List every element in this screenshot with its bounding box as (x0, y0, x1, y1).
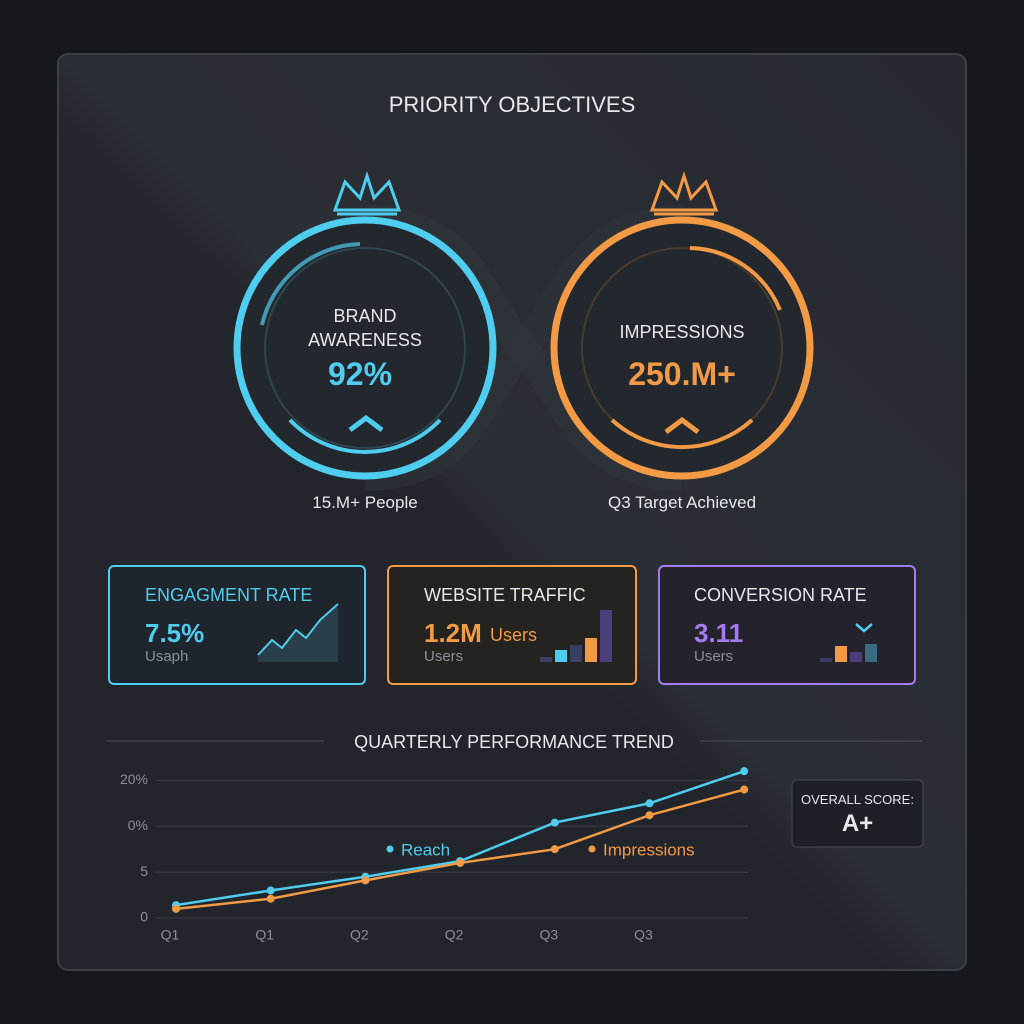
gauge-chevron (664, 416, 700, 434)
data-point (740, 785, 749, 794)
y-tick-label: 0 (140, 909, 148, 925)
mini-bars (540, 610, 877, 662)
sparkline-area (258, 606, 338, 662)
data-point (456, 858, 465, 867)
x-tick-label: Q3 (539, 927, 558, 943)
x-tick-label: Q3 (634, 927, 653, 943)
score-value: A+ (841, 810, 874, 837)
data-point (645, 799, 654, 808)
gauge-value: 92% (328, 356, 393, 392)
card-unit: Users (490, 625, 538, 645)
gauge-ring (233, 216, 497, 480)
crown-icon (649, 171, 719, 216)
card-sub: Usaph (145, 648, 189, 665)
card-value: 7.5% (145, 618, 205, 648)
card-title: WEBSITE TRAFFIC (424, 585, 586, 605)
gauge-label: BRAND AWARENESS (308, 306, 422, 350)
gauge-arc (260, 242, 361, 326)
data-point (740, 767, 749, 776)
card-title: ENGAGMENT RATE (145, 585, 313, 605)
gauge-value: 250.M+ (628, 356, 736, 392)
data-point (550, 818, 559, 827)
gauge-arc (610, 418, 754, 450)
gauge-chevron (348, 414, 384, 432)
gauge-arc (288, 418, 442, 454)
x-tick-label: Q1 (255, 927, 274, 943)
data-point (361, 876, 370, 885)
data-point (645, 811, 654, 820)
card-value: 3.11 (694, 618, 744, 648)
data-point (266, 886, 275, 895)
sparkline (257, 603, 339, 656)
data-point (172, 904, 180, 913)
page-title: PRIORITY OBJECTIVES (388, 92, 636, 117)
legend-marker (588, 845, 596, 853)
card-title: CONVERSION RATE (694, 585, 867, 605)
legend-marker (386, 845, 394, 853)
y-tick-label: 20% (120, 771, 148, 787)
x-tick-label: Q2 (350, 927, 369, 943)
trend-icon (855, 623, 873, 633)
gauge-caption: 15.M+ People (312, 493, 418, 512)
score-label: OVERALL SCORE: (801, 792, 914, 807)
data-point (550, 845, 559, 854)
crown-icon (332, 171, 402, 216)
gauge-inner (264, 247, 466, 449)
gauge-ring (550, 216, 814, 480)
legend-label: Impressions (603, 840, 695, 859)
gauge-arc (689, 246, 782, 311)
data-point (266, 894, 275, 903)
score-box (791, 779, 924, 848)
gauge-caption: Q3 Target Achieved (607, 493, 757, 512)
gauge-label: IMPRESSIONS (619, 322, 745, 342)
card-value: 1.2M (424, 618, 482, 648)
x-tick-label: Q1 (161, 927, 180, 943)
x-tick-label: Q2 (445, 927, 464, 943)
legend-label: Reach (401, 840, 450, 859)
chart-title: QUARTERLY PERFORMANCE TREND (354, 732, 674, 752)
y-tick-label: 5 (140, 863, 148, 879)
card-sub: Users (694, 648, 734, 665)
card-sub: Users (424, 648, 464, 665)
y-tick-label: 0% (128, 817, 148, 833)
